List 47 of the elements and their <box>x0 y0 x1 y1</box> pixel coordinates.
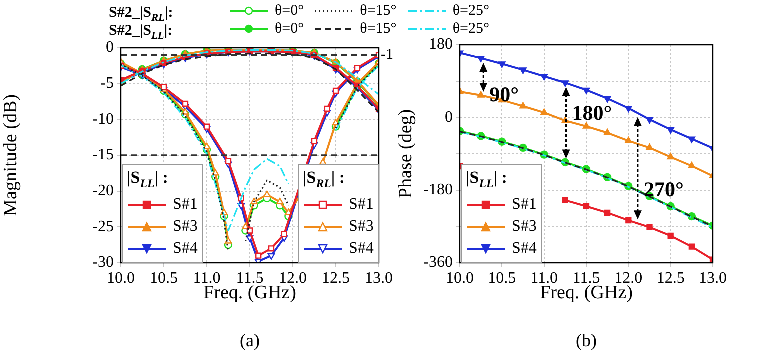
text: |S$_{RL}$| : <box>303 168 346 190</box>
y-tick-label: -5 <box>100 75 114 92</box>
legend-label: S#1 <box>173 195 198 216</box>
y-tick-label: -360 <box>424 254 453 272</box>
x-tick-label: 10.5 <box>488 270 516 287</box>
y-tick-label: 0 <box>106 39 114 56</box>
y-tick-label: -20 <box>92 182 114 200</box>
annotation: 180° <box>572 100 612 125</box>
ref-line-label: -1 <box>381 47 394 64</box>
y-tick-label: -10 <box>92 110 114 128</box>
legend-label: S#1 <box>349 195 374 216</box>
x-tick-label: 10.0 <box>107 270 135 287</box>
y-axis-title: Magnitude (dB) <box>0 94 22 216</box>
text: S#2_|S$_{LL}$|: <box>109 23 173 42</box>
legend-label: θ=15° <box>360 20 397 38</box>
text: |S$_{LL}$| : <box>466 168 508 190</box>
x-tick-label: 10.0 <box>446 270 474 287</box>
text: (b) <box>576 330 597 351</box>
legend-label: S#4 <box>349 239 374 260</box>
y-tick-label: -25 <box>92 218 114 236</box>
annotation: 270° <box>644 178 684 202</box>
annotation: 90° <box>490 82 520 106</box>
y-tick-label: 0 <box>445 108 453 126</box>
x-tick-label: 10.5 <box>150 270 178 287</box>
x-tick-label: 13.0 <box>699 270 727 287</box>
text: (a) <box>240 330 260 351</box>
y-tick-label: 180 <box>429 36 453 54</box>
x-tick-label: 12.5 <box>656 270 685 287</box>
legend-label: S#4 <box>512 239 537 260</box>
y-tick-label: -180 <box>424 182 453 199</box>
text: S#2_|S$_{RL}$|: <box>109 5 174 24</box>
x-tick-label: 12.5 <box>322 270 350 287</box>
legend-label: θ=0° <box>275 2 304 20</box>
legend-label: S#4 <box>173 239 198 260</box>
legend-label: θ=15° <box>360 2 397 20</box>
legend-label: θ=25° <box>452 20 490 38</box>
y-axis-title: Phase (deg) <box>395 109 416 199</box>
y-tick-label: -15 <box>92 146 114 164</box>
legend-label: S#3 <box>173 217 198 238</box>
legend-label: S#1 <box>512 195 537 216</box>
y-tick-label: -30 <box>92 254 114 272</box>
legend-label: θ=25° <box>452 2 490 20</box>
legend-label: S#3 <box>349 217 374 238</box>
x-tick-label: 13.0 <box>365 270 393 287</box>
legend-label: S#3 <box>512 217 537 238</box>
text: |S$_{LL}$| : <box>127 168 168 190</box>
legend-label: θ=0° <box>275 20 304 38</box>
